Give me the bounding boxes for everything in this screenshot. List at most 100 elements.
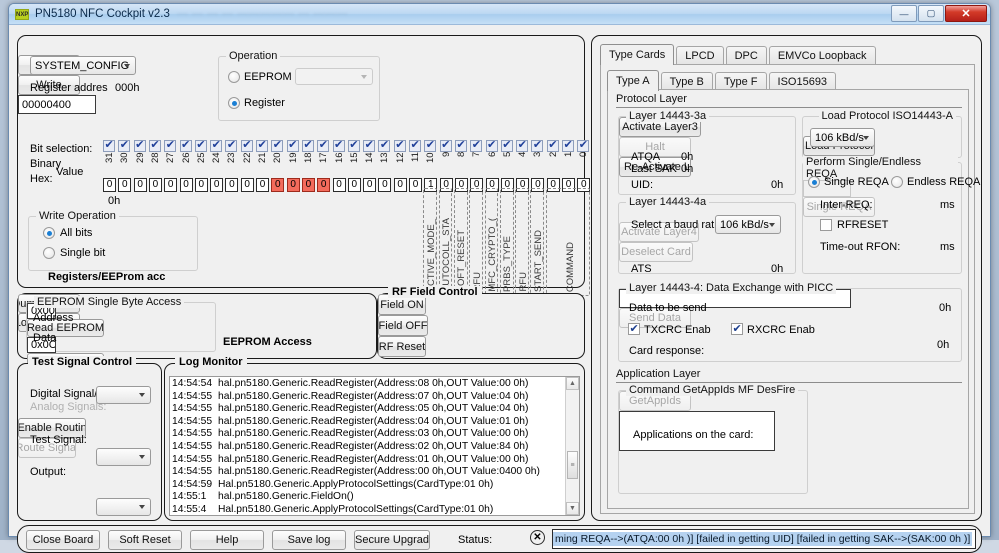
rxcrc-checkbox[interactable] <box>731 322 743 335</box>
read-eeprom-button[interactable]: Read EEPROM <box>27 319 104 337</box>
apps-on-card-textarea[interactable] <box>619 411 775 451</box>
bit-value-31[interactable]: 0 <box>103 178 116 192</box>
all-bits-radio[interactable] <box>43 227 55 239</box>
close-button[interactable]: ✕ <box>945 5 987 22</box>
hex-value-input[interactable]: 00000400 <box>18 95 96 114</box>
bit-checkbox-13[interactable] <box>378 138 391 152</box>
tab-emvco-loopback[interactable]: EMVCo Loopback <box>768 46 876 65</box>
reactivate-layer3-button[interactable]: Re-Activate L3 <box>619 157 691 177</box>
bit-value-19[interactable]: 0 <box>286 178 300 192</box>
tab-type-b[interactable]: Type B <box>660 72 713 91</box>
deselect-card-button[interactable]: Deselect Card <box>619 242 693 262</box>
bit-checkbox-20[interactable] <box>271 138 284 152</box>
tab-dpc[interactable]: DPC <box>725 46 767 65</box>
layer4-baud-combo[interactable]: 106 kBd/s <box>715 215 781 234</box>
minimize-button[interactable]: — <box>891 5 917 22</box>
bit-checkbox-19[interactable] <box>286 138 299 152</box>
output-combo[interactable] <box>96 498 151 516</box>
register-radio[interactable] <box>228 97 240 109</box>
bit-checkbox-1[interactable] <box>562 138 574 152</box>
bit-checkbox-0[interactable] <box>577 138 590 152</box>
txcrc-checkbox[interactable] <box>628 322 640 335</box>
tab-lpcd[interactable]: LPCD <box>676 46 724 65</box>
bit-checkbox-16[interactable] <box>332 138 345 152</box>
bit-checkbox-15[interactable] <box>347 138 360 152</box>
bit-checkbox-30[interactable] <box>118 138 131 152</box>
bit-checkbox-12[interactable] <box>393 138 406 152</box>
status-message-box[interactable]: ming REQA-->(ATQA:00 0h )] [failed in ge… <box>552 529 976 549</box>
scroll-thumb[interactable]: ≡ <box>567 451 578 479</box>
help-button[interactable]: Help <box>190 530 264 550</box>
test-signal-combo[interactable] <box>96 448 151 466</box>
close-board-button[interactable]: Close Board <box>26 530 100 550</box>
bit-checkbox-23[interactable] <box>225 138 238 152</box>
bit-value-14[interactable]: 0 <box>363 178 377 192</box>
tab-type-f[interactable]: Type F <box>714 72 767 91</box>
maximize-button[interactable]: ▢ <box>918 5 944 22</box>
single-reqa-radio[interactable] <box>808 176 820 188</box>
tab-iso15693[interactable]: ISO15693 <box>768 72 837 91</box>
scroll-up-arrow-icon[interactable]: ▲ <box>566 377 579 390</box>
digital-signal-combo[interactable] <box>96 386 151 404</box>
bit-checkbox-27[interactable] <box>164 138 177 152</box>
log-monitor-box[interactable]: 14:54:54 hal.pn5180.Generic.ReadRegister(… <box>169 376 580 516</box>
bit-value-27[interactable]: 0 <box>164 178 178 192</box>
bit-value-25[interactable]: 0 <box>194 178 208 192</box>
bit-checkbox-11[interactable] <box>409 138 421 152</box>
bit-value-22[interactable]: 0 <box>240 178 254 192</box>
route-signal-button[interactable]: Route Signal <box>18 438 76 458</box>
bit-value-16[interactable]: 0 <box>332 178 346 192</box>
bit-value-30[interactable]: 0 <box>118 178 132 192</box>
bit-value-12[interactable]: 0 <box>393 178 407 192</box>
bit-checkbox-9[interactable] <box>439 138 452 152</box>
bit-value-21[interactable]: 0 <box>256 178 269 192</box>
eeprom-data-input[interactable]: 0x0C <box>27 337 56 353</box>
bit-value-29[interactable]: 0 <box>133 178 147 192</box>
single-bit-radio[interactable] <box>43 247 55 259</box>
bit-checkbox-3[interactable] <box>531 138 544 152</box>
rf-reset-button[interactable]: RF Reset <box>378 336 426 357</box>
bit-checkbox-2[interactable] <box>546 138 559 152</box>
single-reqa-button[interactable]: Single REQA <box>803 197 875 217</box>
log-scrollbar[interactable]: ▲ ≡ ▼ <box>565 377 579 515</box>
register-select-combo[interactable]: SYSTEM_CONFIG <box>30 56 136 75</box>
bit-checkbox-21[interactable] <box>256 138 268 152</box>
bit-checkbox-31[interactable] <box>103 138 115 152</box>
bit-value-15[interactable]: 0 <box>347 178 361 192</box>
bit-checkbox-7[interactable] <box>470 138 483 152</box>
bit-checkbox-18[interactable] <box>301 138 314 152</box>
bit-checkbox-8[interactable] <box>454 138 467 152</box>
bit-value-23[interactable]: 0 <box>225 178 239 192</box>
tab-type-cards[interactable]: Type Cards <box>600 44 675 65</box>
bit-value-13[interactable]: 0 <box>378 178 392 192</box>
endless-reqa-radio[interactable] <box>891 176 903 188</box>
secure-upgrad-button[interactable]: Secure Upgrad <box>354 530 430 550</box>
bit-checkbox-29[interactable] <box>133 138 146 152</box>
rfreset-checkbox[interactable] <box>820 219 832 231</box>
bit-checkbox-25[interactable] <box>194 138 207 152</box>
bit-checkbox-4[interactable] <box>516 138 529 152</box>
bit-checkbox-10[interactable] <box>424 138 437 152</box>
bit-value-17[interactable]: 0 <box>317 178 331 192</box>
save-log-button[interactable]: Save log <box>272 530 346 550</box>
bit-value-11[interactable]: 0 <box>409 178 422 192</box>
eeprom-radio[interactable] <box>228 71 240 83</box>
eeprom-select-combo[interactable] <box>295 68 373 85</box>
halt-button[interactable]: Halt <box>619 137 691 157</box>
field-off-button[interactable]: Field OFF <box>378 315 428 336</box>
scroll-down-arrow-icon[interactable]: ▼ <box>566 502 579 515</box>
getappids-button[interactable]: GetAppIds <box>619 391 691 411</box>
bit-value-18[interactable]: 0 <box>301 178 315 192</box>
soft-reset-button[interactable]: Soft Reset <box>108 530 182 550</box>
bit-checkbox-17[interactable] <box>317 138 330 152</box>
bit-checkbox-22[interactable] <box>240 138 253 152</box>
bit-value-28[interactable]: 0 <box>148 178 162 192</box>
bit-checkbox-14[interactable] <box>363 138 376 152</box>
load-protocol-baud-combo[interactable]: 106 kBd/s <box>810 128 875 147</box>
activate-layer4-button[interactable]: Activate Layer4 <box>619 222 699 242</box>
enable-routing-button[interactable]: Enable Routin <box>18 418 86 438</box>
bit-checkbox-26[interactable] <box>179 138 192 152</box>
bit-value-26[interactable]: 0 <box>179 178 193 192</box>
write-register-button[interactable]: Write <box>18 75 80 95</box>
bit-checkbox-5[interactable] <box>500 138 513 152</box>
